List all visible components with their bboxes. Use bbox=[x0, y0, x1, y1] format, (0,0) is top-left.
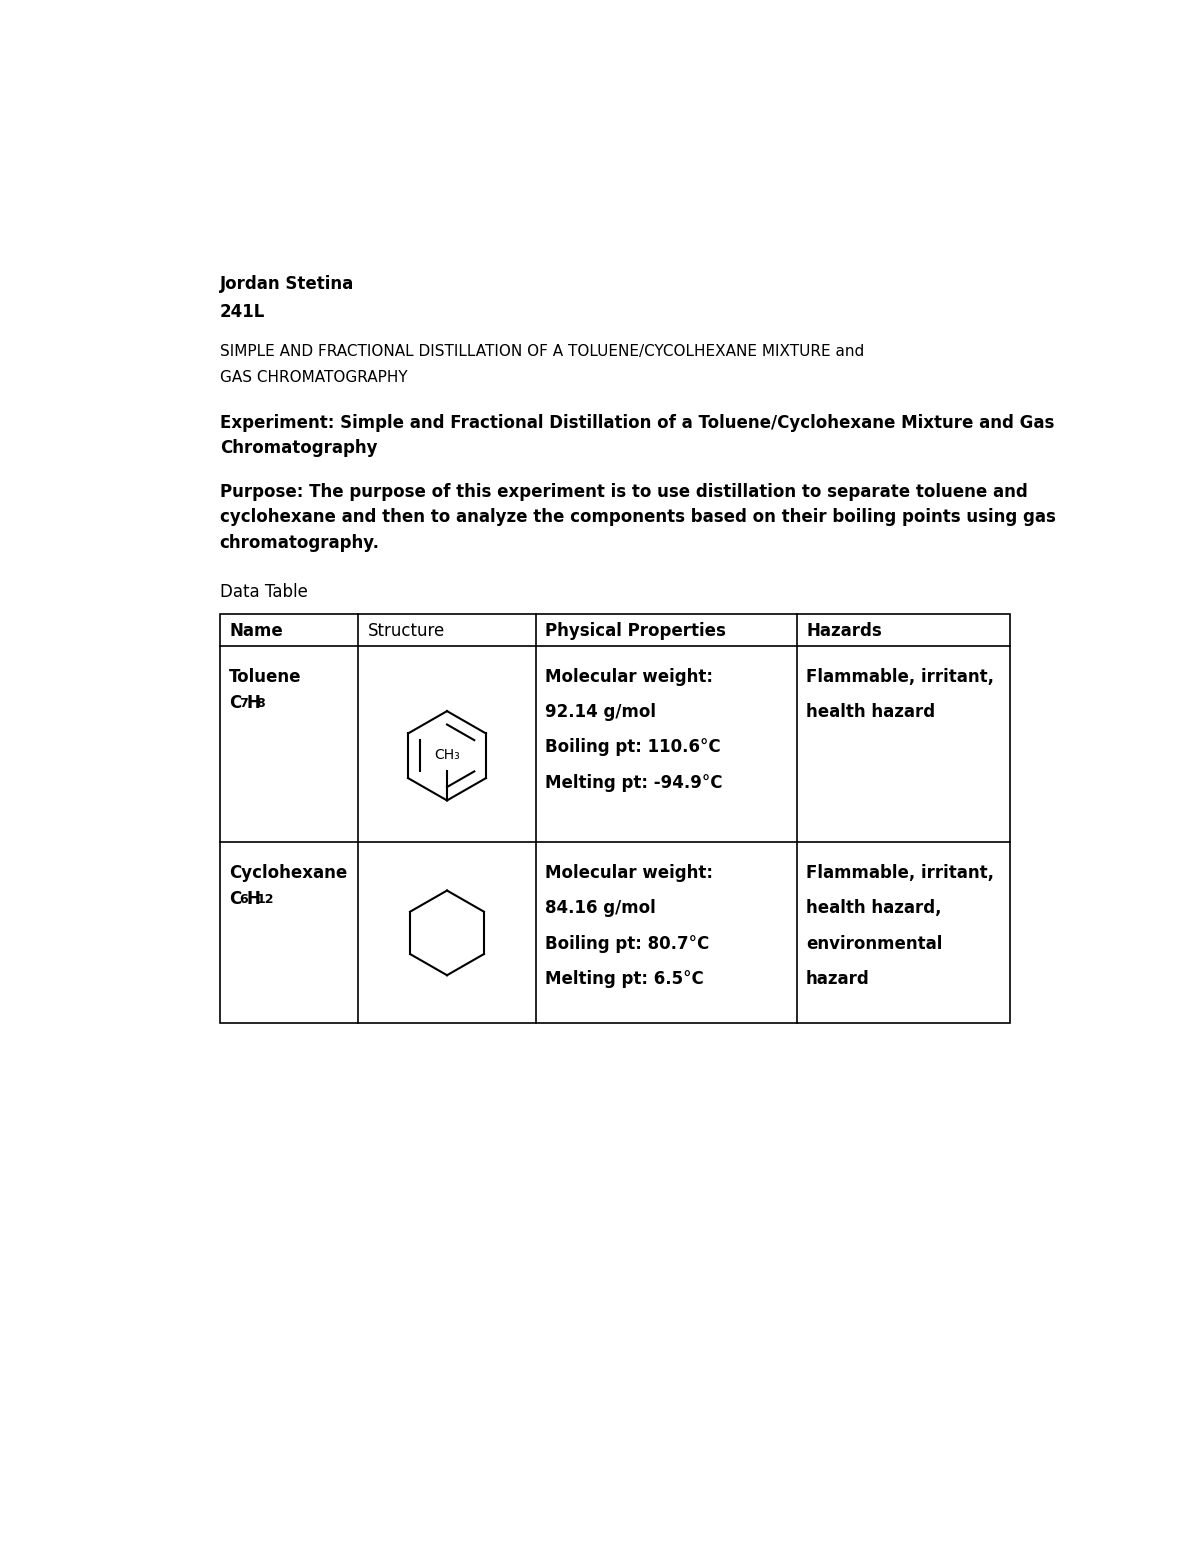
Text: Molecular weight:: Molecular weight: bbox=[545, 668, 713, 685]
Text: Hazards: Hazards bbox=[806, 623, 882, 640]
Text: health hazard,: health hazard, bbox=[806, 899, 942, 918]
Text: CH₃: CH₃ bbox=[434, 749, 460, 763]
Text: 84.16 g/mol: 84.16 g/mol bbox=[545, 899, 656, 918]
Text: Molecular weight:: Molecular weight: bbox=[545, 863, 713, 882]
Text: Structure: Structure bbox=[367, 623, 445, 640]
Text: Jordan Stetina: Jordan Stetina bbox=[220, 275, 354, 294]
Text: Physical Properties: Physical Properties bbox=[545, 623, 726, 640]
Text: 12: 12 bbox=[256, 893, 274, 907]
Text: SIMPLE AND FRACTIONAL DISTILLATION OF A TOLUENE/CYCOLHEXANE MIXTURE and: SIMPLE AND FRACTIONAL DISTILLATION OF A … bbox=[220, 345, 864, 359]
Text: H: H bbox=[246, 694, 260, 711]
Text: cyclohexane and then to analyze the components based on their boiling points usi: cyclohexane and then to analyze the comp… bbox=[220, 508, 1056, 526]
Bar bbox=[220, 613, 1010, 1023]
Text: chromatography.: chromatography. bbox=[220, 534, 379, 551]
Text: GAS CHROMATOGRAPHY: GAS CHROMATOGRAPHY bbox=[220, 370, 407, 385]
Text: Melting pt: 6.5°C: Melting pt: 6.5°C bbox=[545, 971, 704, 988]
Text: Name: Name bbox=[229, 623, 283, 640]
Text: Cyclohexane: Cyclohexane bbox=[229, 863, 347, 882]
Text: Boiling pt: 80.7°C: Boiling pt: 80.7°C bbox=[545, 935, 709, 954]
Text: hazard: hazard bbox=[806, 971, 870, 988]
Text: C: C bbox=[229, 890, 241, 909]
Text: health hazard: health hazard bbox=[806, 704, 935, 721]
Text: Data Table: Data Table bbox=[220, 582, 307, 601]
Text: Experiment: Simple and Fractional Distillation of a Toluene/Cyclohexane Mixture : Experiment: Simple and Fractional Distil… bbox=[220, 413, 1054, 432]
Text: Flammable, irritant,: Flammable, irritant, bbox=[806, 863, 994, 882]
Text: 92.14 g/mol: 92.14 g/mol bbox=[545, 704, 656, 721]
Text: Melting pt: -94.9°C: Melting pt: -94.9°C bbox=[545, 773, 722, 792]
Text: 7: 7 bbox=[239, 697, 248, 710]
Text: Flammable, irritant,: Flammable, irritant, bbox=[806, 668, 994, 685]
Text: Boiling pt: 110.6°C: Boiling pt: 110.6°C bbox=[545, 738, 721, 756]
Text: Toluene: Toluene bbox=[229, 668, 301, 685]
Text: 8: 8 bbox=[256, 697, 265, 710]
Text: environmental: environmental bbox=[806, 935, 942, 954]
Text: Purpose: The purpose of this experiment is to use distillation to separate tolue: Purpose: The purpose of this experiment … bbox=[220, 483, 1027, 500]
Text: H: H bbox=[246, 890, 260, 909]
Text: 241L: 241L bbox=[220, 303, 265, 321]
Text: Chromatography: Chromatography bbox=[220, 439, 377, 457]
Text: 6: 6 bbox=[239, 893, 247, 907]
Text: C: C bbox=[229, 694, 241, 711]
